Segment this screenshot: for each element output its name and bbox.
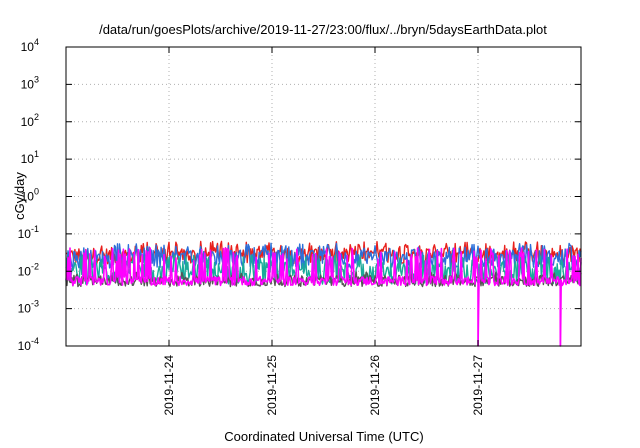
series-line <box>65 271 582 288</box>
x-axis-title: Coordinated Universal Time (UTC) <box>224 429 423 444</box>
plot-frame <box>65 46 582 347</box>
x-tick-label: 2019-11-26 <box>368 355 382 416</box>
y-tick-label: 10-4 <box>18 336 39 353</box>
series-line <box>65 247 582 347</box>
y-tick-label: 103 <box>21 74 39 91</box>
y-axis-title: cGy/day <box>12 172 27 220</box>
y-tick-label: 101 <box>21 149 39 166</box>
x-tick-label: 2019-11-25 <box>265 355 279 416</box>
x-tick-label: 2019-11-24 <box>162 355 176 416</box>
y-tick-label: 10-3 <box>18 299 39 316</box>
y-tick-label: 102 <box>21 112 39 129</box>
chart-title: /data/run/goesPlots/archive/2019-11-27/2… <box>99 22 547 37</box>
y-tick-label: 100 <box>21 187 39 204</box>
grid-lines <box>66 47 581 346</box>
x-tick-label: 2019-11-27 <box>471 355 485 416</box>
y-tick-label: 104 <box>21 37 39 54</box>
y-tick-label: 10-2 <box>18 261 39 278</box>
series-line <box>65 242 582 270</box>
y-tick-label: 10-1 <box>18 224 39 241</box>
plot-area <box>65 240 582 347</box>
axes: 104 103 102 101 100 10-1 10-2 10-3 10-4 2019-11-2… <box>18 37 582 416</box>
